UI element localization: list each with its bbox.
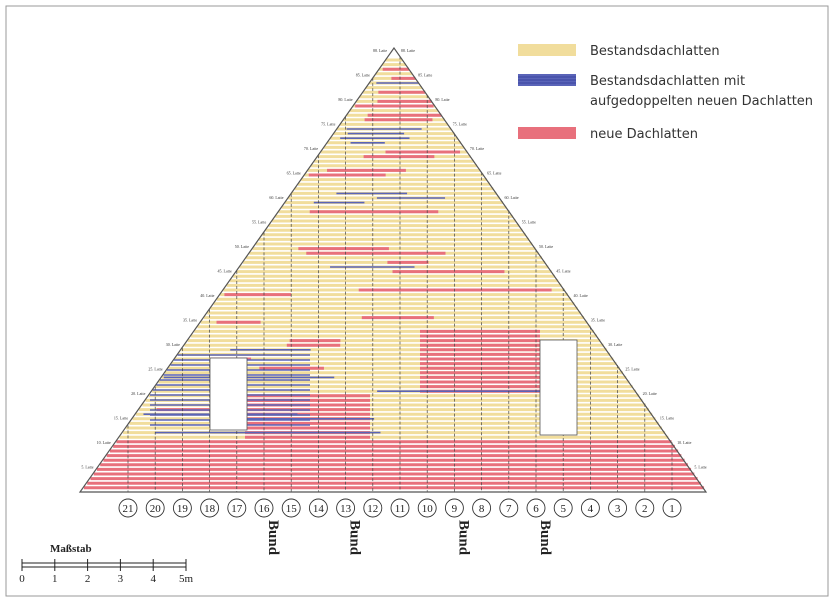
bund-label: Bund bbox=[347, 520, 363, 556]
scale-label: 5m bbox=[179, 573, 194, 585]
batten-label: 25. Latte bbox=[148, 367, 162, 372]
batten-label: 85. Latte bbox=[418, 73, 432, 78]
column-number: 1 bbox=[669, 503, 675, 515]
batten-label: 40. Latte bbox=[200, 293, 214, 298]
batten-label: 5. Latte bbox=[81, 465, 93, 470]
scale-label: 4 bbox=[150, 573, 156, 585]
column-number: 20 bbox=[150, 503, 162, 515]
batten-label: 75. Latte bbox=[453, 122, 467, 127]
batten-label: 65. Latte bbox=[287, 171, 301, 176]
column-number: 6 bbox=[533, 503, 539, 515]
batten-label: 80. Latte bbox=[435, 97, 449, 102]
bund-label: Bund bbox=[455, 520, 471, 556]
legend-label: Bestandsdachlatten bbox=[590, 44, 720, 59]
window bbox=[210, 358, 247, 430]
legend-swatch bbox=[518, 44, 576, 56]
column-number: 8 bbox=[479, 503, 485, 515]
battens bbox=[84, 57, 704, 492]
scale-label: 1 bbox=[52, 573, 58, 585]
batten-label: 10. Latte bbox=[677, 440, 691, 445]
column-number: 12 bbox=[367, 503, 378, 515]
column-number: 2 bbox=[642, 503, 648, 515]
batten-label: 35. Latte bbox=[591, 318, 605, 323]
batten-label: 20. Latte bbox=[643, 391, 657, 396]
batten-label: 15. Latte bbox=[660, 416, 674, 421]
scale-label: 2 bbox=[85, 573, 91, 585]
batten-label: 30. Latte bbox=[608, 342, 622, 347]
batten-label: 55. Latte bbox=[252, 220, 266, 225]
batten-label: 5. Latte bbox=[694, 465, 706, 470]
column-number: 17 bbox=[231, 503, 243, 515]
column-number: 9 bbox=[452, 503, 458, 515]
column-number: 19 bbox=[177, 503, 189, 515]
column-number: 11 bbox=[395, 503, 406, 515]
batten-label: 45. Latte bbox=[556, 269, 570, 274]
batten-label: 85. Latte bbox=[356, 73, 370, 78]
column-number: 7 bbox=[506, 503, 512, 515]
batten-label: 45. Latte bbox=[218, 269, 232, 274]
column-number: 16 bbox=[259, 503, 271, 515]
column-number: 15 bbox=[286, 503, 298, 515]
batten-label: 35. Latte bbox=[183, 318, 197, 323]
batten-label: 10. Latte bbox=[97, 440, 111, 445]
batten-label: 60. Latte bbox=[504, 195, 518, 200]
batten-label: 50. Latte bbox=[539, 244, 553, 249]
column-number: 5 bbox=[560, 503, 566, 515]
scale-title: Maßstab bbox=[50, 543, 92, 555]
column-number: 13 bbox=[340, 503, 352, 515]
legend-swatch bbox=[518, 127, 576, 139]
scale-label: 0 bbox=[19, 573, 25, 585]
batten-label: 70. Latte bbox=[304, 146, 318, 151]
batten-label: 70. Latte bbox=[470, 146, 484, 151]
batten-label: 50. Latte bbox=[235, 244, 249, 249]
batten-label: 25. Latte bbox=[625, 367, 639, 372]
legend-label: aufgedoppelten neuen Dachlatten bbox=[590, 94, 813, 109]
window bbox=[540, 340, 577, 435]
bund-label: Bund bbox=[537, 520, 553, 556]
batten-label: 15. Latte bbox=[114, 416, 128, 421]
scale-label: 3 bbox=[118, 573, 124, 585]
batten-label: 40. Latte bbox=[574, 293, 588, 298]
batten-label: 20. Latte bbox=[131, 391, 145, 396]
column-number: 3 bbox=[615, 503, 621, 515]
column-number: 4 bbox=[588, 503, 594, 515]
column-number: 14 bbox=[313, 503, 325, 515]
legend-label: neue Dachlatten bbox=[590, 127, 698, 142]
column-number: 21 bbox=[123, 503, 134, 515]
batten-label: 75. Latte bbox=[321, 122, 335, 127]
column-number: 10 bbox=[422, 503, 434, 515]
batten-label: 60. Latte bbox=[269, 195, 283, 200]
column-number: 18 bbox=[204, 503, 216, 515]
batten-label: 88. Latte bbox=[401, 48, 415, 53]
batten-label: 65. Latte bbox=[487, 171, 501, 176]
diagram: 88. Latte85. Latte80. Latte75. Latte70. … bbox=[0, 0, 834, 602]
batten-label: 30. Latte bbox=[166, 342, 180, 347]
legend-label: Bestandsdachlatten mit bbox=[590, 74, 745, 89]
bund-label: Bund bbox=[265, 520, 281, 556]
batten-label: 88. Latte bbox=[373, 48, 387, 53]
batten-label: 80. Latte bbox=[338, 97, 352, 102]
batten-label: 55. Latte bbox=[522, 220, 536, 225]
